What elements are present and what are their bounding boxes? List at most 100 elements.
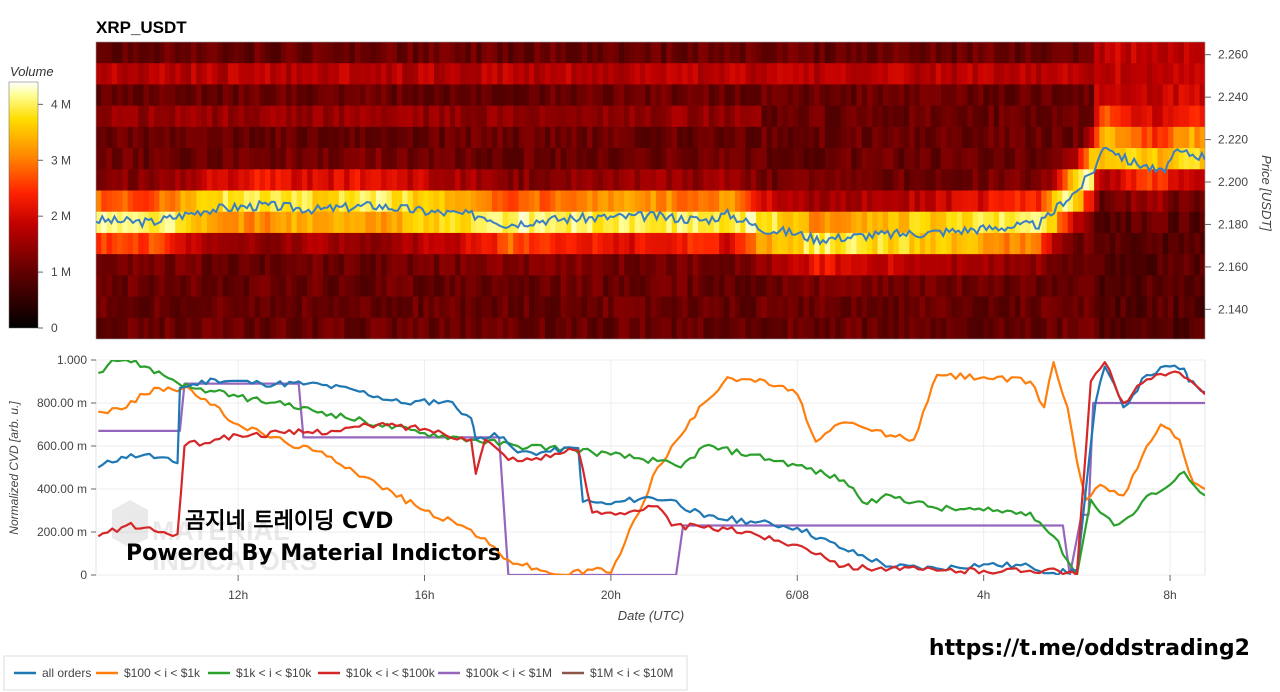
heatmap-cell: [956, 148, 963, 170]
heatmap-cell: [280, 63, 287, 86]
heatmap-cell: [201, 190, 208, 213]
heatmap-cell: [840, 169, 847, 192]
heatmap-cell: [96, 42, 102, 64]
heatmap-cell: [819, 148, 826, 170]
heatmap-cell: [428, 296, 435, 319]
heatmap-cell: [745, 296, 752, 319]
heatmap-cell: [972, 42, 979, 64]
url-text[interactable]: https://t.me/oddstrading2: [929, 636, 1250, 661]
heatmap-cell: [592, 296, 599, 319]
legend-item-label[interactable]: $100 < i < $1k: [124, 666, 201, 680]
heatmap-cell: [201, 42, 208, 64]
heatmap-cell: [1183, 275, 1190, 298]
heatmap-cell: [307, 296, 314, 319]
heatmap-cell: [1041, 232, 1048, 255]
heatmap-cell: [587, 126, 594, 149]
heatmap-cell: [571, 42, 578, 64]
heatmap-cell: [787, 211, 794, 234]
heatmap-cell: [940, 148, 947, 170]
legend-item-label[interactable]: $1M < i < $10M: [590, 666, 673, 680]
heatmap-cell: [449, 126, 456, 149]
heatmap-cell: [169, 296, 176, 319]
heatmap-cell: [264, 317, 271, 339]
heatmap-cell: [476, 254, 483, 276]
heatmap-cell: [354, 126, 361, 149]
heatmap-cell: [903, 254, 910, 276]
heatmap-cell: [1004, 63, 1011, 86]
heatmap-cell: [127, 317, 134, 339]
heatmap-cell: [851, 317, 858, 339]
heatmap-cell: [1020, 84, 1027, 107]
heatmap-cell: [481, 42, 488, 64]
heatmap-cell: [96, 169, 102, 192]
heatmap-cell: [999, 84, 1005, 107]
heatmap-cell: [407, 232, 414, 255]
heatmap-cell: [914, 126, 921, 149]
heatmap-cell: [676, 317, 683, 339]
heatmap-cell: [544, 42, 551, 64]
heatmap-cell: [1183, 169, 1190, 192]
heatmap-cell: [191, 211, 197, 234]
heatmap-cell: [196, 63, 203, 86]
legend-item-label[interactable]: all orders: [42, 666, 91, 680]
heatmap-cell: [951, 42, 958, 64]
heatmap-cell: [1109, 211, 1116, 234]
heatmap-cell: [571, 105, 578, 128]
heatmap-cell: [819, 211, 826, 234]
heatmap-cell: [249, 63, 256, 86]
heatmap-cell: [175, 254, 182, 276]
heatmap-cell: [127, 232, 134, 255]
heatmap-cell: [1199, 317, 1205, 339]
heatmap-cell: [169, 254, 176, 276]
heatmap-cell: [1014, 126, 1021, 149]
heatmap-cell: [254, 190, 261, 213]
heatmap-cell: [676, 169, 683, 192]
heatmap-cell: [925, 126, 931, 149]
heatmap-cell: [951, 63, 958, 86]
heatmap-cell: [1088, 148, 1095, 170]
heatmap-cell: [740, 63, 747, 86]
heatmap-cell: [576, 148, 583, 170]
heatmap-cell: [423, 190, 430, 213]
heatmap-cell: [180, 317, 187, 339]
heatmap-cell: [275, 317, 282, 339]
heatmap-cell: [956, 105, 963, 128]
heatmap-cell: [122, 317, 129, 339]
heatmap-cell: [940, 84, 947, 107]
heatmap-cell: [919, 63, 926, 86]
heatmap-cell: [766, 211, 773, 234]
heatmap-cell: [983, 63, 990, 86]
heatmap-cell: [138, 105, 145, 128]
heatmap-cell: [1178, 190, 1185, 213]
heatmap-cell: [650, 254, 657, 276]
heatmap-cell: [1036, 211, 1042, 234]
heatmap-cell: [507, 169, 514, 192]
heatmap-cell: [946, 190, 953, 213]
heatmap-cell: [286, 105, 292, 128]
heatmap-cell: [877, 275, 884, 298]
heatmap-cell: [608, 105, 615, 128]
heatmap-cell: [719, 190, 726, 213]
heatmap-cell: [333, 63, 340, 86]
heatmap-cell: [1152, 169, 1159, 192]
heatmap-cell: [534, 296, 541, 319]
heatmap-cell: [830, 317, 836, 339]
heatmap-cell: [1173, 254, 1180, 276]
heatmap-cell: [360, 169, 366, 192]
legend-item-label[interactable]: $10k < i < $100k: [346, 666, 436, 680]
heatmap-cell: [397, 148, 403, 170]
heatmap-cell: [761, 232, 768, 255]
legend-item-label[interactable]: $100k < i < $1M: [466, 666, 552, 680]
heatmap-cell: [618, 105, 625, 128]
heatmap-cell: [613, 105, 620, 128]
heatmap-cell: [465, 63, 472, 86]
heatmap-cell: [713, 254, 720, 276]
heatmap-cell: [444, 126, 451, 149]
heatmap-cell: [481, 148, 488, 170]
heatmap-cell: [766, 42, 773, 64]
heatmap-cell: [222, 42, 229, 64]
heatmap-cell: [983, 317, 990, 339]
legend-item-label[interactable]: $1k < i < $10k: [236, 666, 312, 680]
heatmap-cell: [544, 232, 551, 255]
heatmap-cell: [523, 190, 530, 213]
